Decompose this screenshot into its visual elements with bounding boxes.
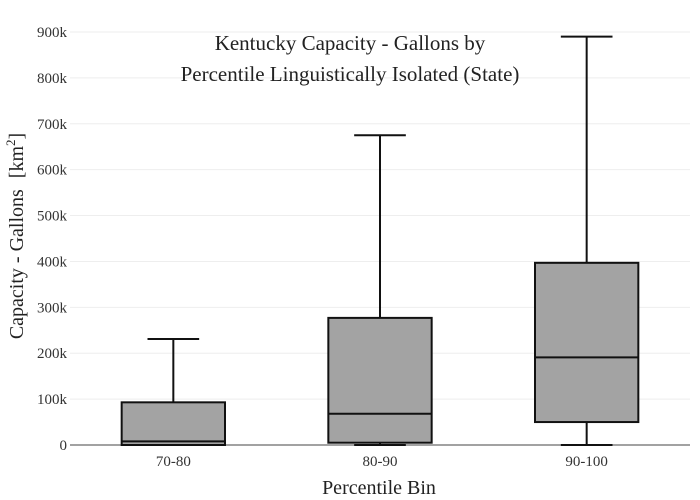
y-axis-label-unit-superscript: 2 <box>3 139 18 146</box>
x-tick-label: 70-80 <box>156 454 191 470</box>
y-tick-label: 500k <box>37 209 68 225</box>
y-axis-ticks: 0 100k 200k 300k 400k 500k 600k 700k 800k 900k <box>37 25 68 454</box>
y-tick-label: 900k <box>37 25 68 41</box>
y-tick-label: 600k <box>37 163 68 179</box>
y-tick-label: 400k <box>37 254 68 270</box>
y-tick-label: 100k <box>37 392 68 408</box>
y-tick-label: 700k <box>37 117 68 133</box>
iqr-box <box>534 261 640 424</box>
chart-title-line-1: Kentucky Capacity - Gallons by <box>215 31 486 55</box>
x-tick-label: 80-90 <box>363 454 398 470</box>
y-tick-label: 200k <box>37 346 68 362</box>
y-axis-label: Capacity - Gallons [km2] <box>3 133 28 339</box>
y-tick-label: 300k <box>37 300 68 316</box>
chart-title-line-2: Percentile Linguistically Isolated (Stat… <box>181 62 520 86</box>
box-90-100 <box>534 35 640 446</box>
iqr-box <box>120 401 226 446</box>
x-axis-label: Percentile Bin <box>322 477 436 499</box>
y-axis-label-unit-close: ] <box>6 133 28 140</box>
box-80-90 <box>327 134 433 446</box>
y-tick-label: 0 <box>60 438 68 454</box>
y-axis-label-text: Capacity - Gallons <box>6 189 28 339</box>
y-axis-label-unit: [km <box>6 146 28 179</box>
iqr-box <box>327 316 433 444</box>
box-series <box>120 35 640 446</box>
x-axis-ticks: 70-80 80-90 90-100 <box>156 454 608 470</box>
box-70-80 <box>120 337 226 446</box>
x-tick-label: 90-100 <box>565 454 608 470</box>
y-tick-label: 800k <box>37 71 68 87</box>
